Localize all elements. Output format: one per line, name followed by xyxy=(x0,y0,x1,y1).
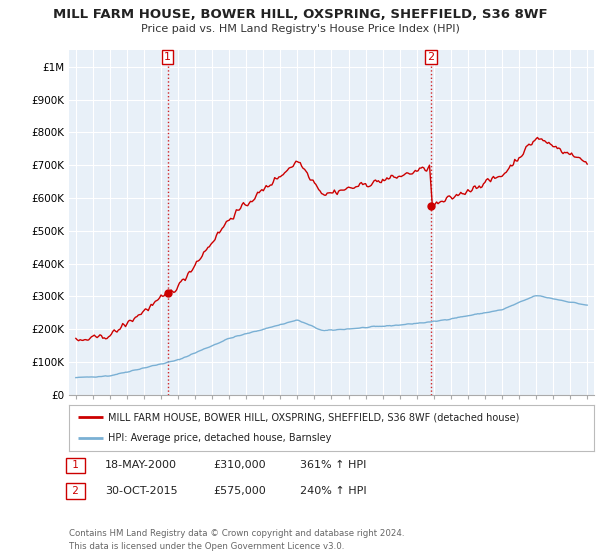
Text: £575,000: £575,000 xyxy=(213,486,266,496)
Text: 1: 1 xyxy=(69,460,82,470)
Text: Contains HM Land Registry data © Crown copyright and database right 2024.
This d: Contains HM Land Registry data © Crown c… xyxy=(69,529,404,550)
Text: 361% ↑ HPI: 361% ↑ HPI xyxy=(300,460,367,470)
Text: 240% ↑ HPI: 240% ↑ HPI xyxy=(300,486,367,496)
Text: 1: 1 xyxy=(164,52,171,62)
Text: HPI: Average price, detached house, Barnsley: HPI: Average price, detached house, Barn… xyxy=(109,433,332,444)
Text: 2: 2 xyxy=(427,52,434,62)
Text: £310,000: £310,000 xyxy=(213,460,266,470)
Text: MILL FARM HOUSE, BOWER HILL, OXSPRING, SHEFFIELD, S36 8WF (detached house): MILL FARM HOUSE, BOWER HILL, OXSPRING, S… xyxy=(109,412,520,422)
Text: 30-OCT-2015: 30-OCT-2015 xyxy=(105,486,178,496)
Text: MILL FARM HOUSE, BOWER HILL, OXSPRING, SHEFFIELD, S36 8WF: MILL FARM HOUSE, BOWER HILL, OXSPRING, S… xyxy=(53,8,547,21)
Text: 18-MAY-2000: 18-MAY-2000 xyxy=(105,460,177,470)
Text: 2: 2 xyxy=(69,486,82,496)
Text: Price paid vs. HM Land Registry's House Price Index (HPI): Price paid vs. HM Land Registry's House … xyxy=(140,24,460,34)
